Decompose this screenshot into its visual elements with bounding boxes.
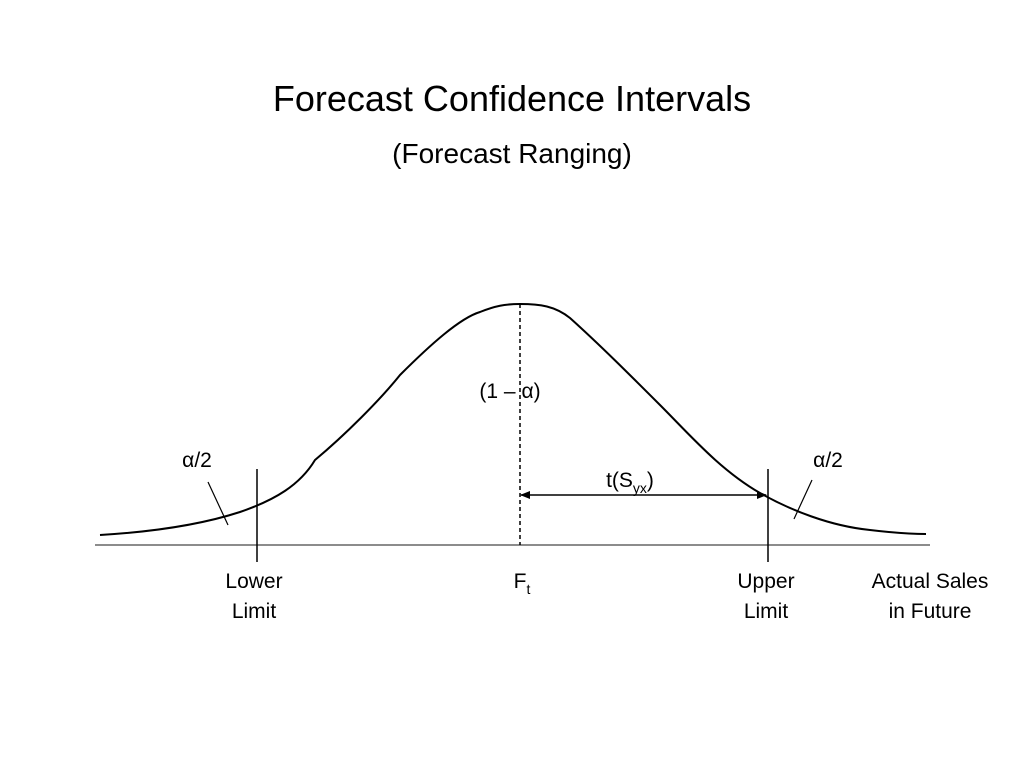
forecast-label-main: F xyxy=(514,570,527,593)
right-tail-pointer xyxy=(793,479,813,520)
interval-label-close: ) xyxy=(647,469,654,492)
lower-limit-label-line2: Limit xyxy=(232,600,277,623)
slide-subtitle: (Forecast Ranging) xyxy=(392,138,632,169)
upper-limit-label-line2: Limit xyxy=(744,600,789,623)
interval-label: t(Syx) xyxy=(606,469,654,496)
axis-label-line1: Actual Sales xyxy=(872,570,989,593)
lower-limit-label-line1: Lower xyxy=(225,570,282,593)
forecast-label: Ft xyxy=(514,570,531,597)
axis-label-line2: in Future xyxy=(889,600,972,623)
forecast-label-subscript: t xyxy=(526,581,530,597)
interval-label-main: t(S xyxy=(606,469,633,492)
left-tail-label: α/2 xyxy=(182,449,212,472)
left-tail-pointer xyxy=(207,481,229,526)
slide-title: Forecast Confidence Intervals xyxy=(272,78,752,119)
upper-limit-label-line1: Upper xyxy=(737,570,794,593)
center-probability-label: (1 – α) xyxy=(479,380,540,403)
interval-label-subscript: yx xyxy=(633,480,647,496)
right-tail-label: α/2 xyxy=(813,449,843,472)
